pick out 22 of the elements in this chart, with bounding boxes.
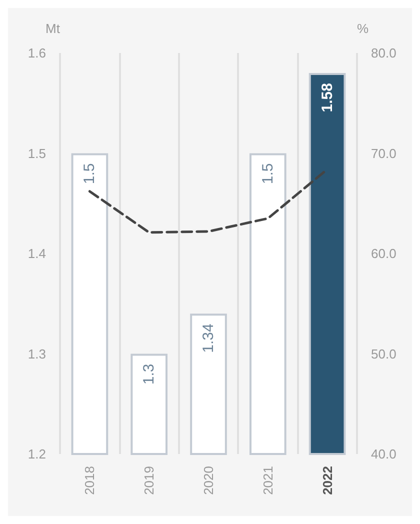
y2-axis-title: %: [357, 21, 369, 36]
y-tick-label: 1.5: [28, 146, 46, 161]
data-label: 1.3: [140, 364, 158, 385]
data-label: 1.58: [318, 83, 336, 112]
data-label: 1.5: [81, 163, 98, 184]
y-tick-label: 1.3: [28, 346, 46, 362]
x-tick-label: 2021: [260, 466, 276, 495]
y2-tick-label: 50.0: [371, 346, 396, 362]
data-label: 1.5: [259, 163, 276, 184]
y-tick-label: 1.2: [28, 446, 46, 462]
y-tick-label: 1.6: [28, 46, 46, 60]
y-tick-label: 1.4: [28, 246, 46, 261]
y2-tick-label: 70.0: [371, 146, 396, 161]
x-tick-label: 2020: [201, 466, 216, 495]
x-tick-label: 2018: [82, 466, 98, 495]
x-tick-label: 2022: [320, 466, 335, 495]
y-axis-title: Mt: [46, 21, 60, 36]
y2-tick-label: 40.0: [371, 446, 396, 462]
data-label: 1.34: [200, 324, 217, 353]
y2-tick-label: 80.0: [371, 46, 396, 60]
y2-tick-label: 60.0: [371, 246, 396, 261]
x-tick-label: 2019: [142, 466, 157, 495]
